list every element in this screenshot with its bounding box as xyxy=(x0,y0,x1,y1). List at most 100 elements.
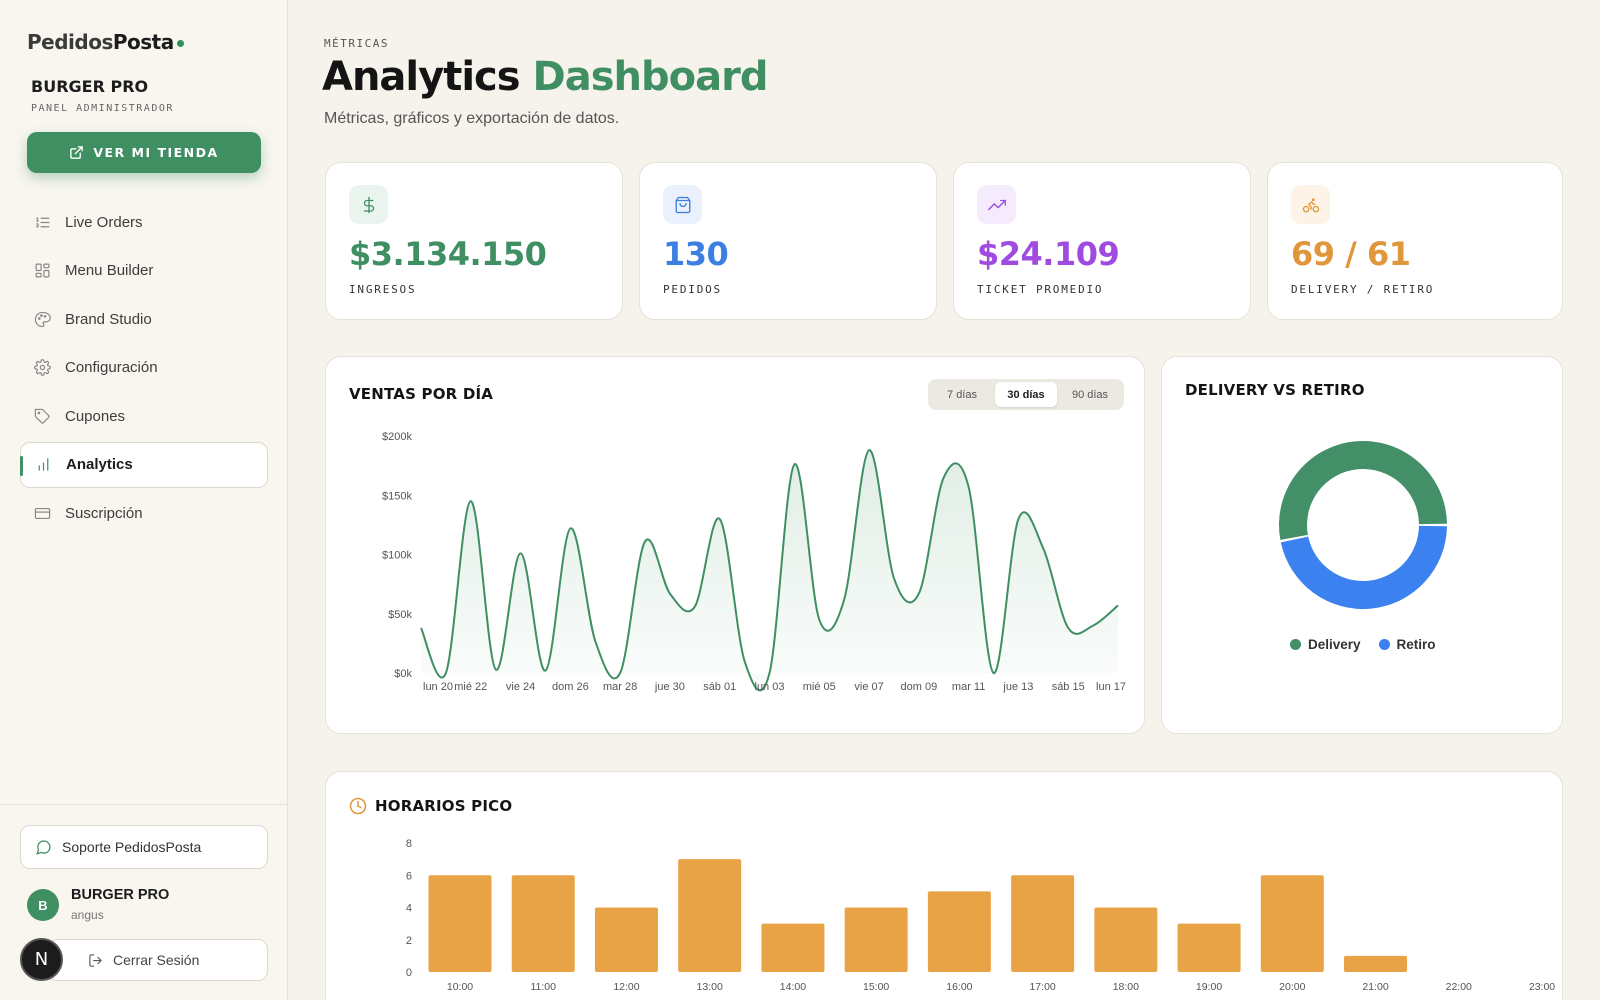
x-tick-label: dom 09 xyxy=(901,681,938,693)
kpi-value: $24.109 xyxy=(977,235,1120,273)
grid-icon xyxy=(35,263,50,278)
legend-swatch xyxy=(1378,639,1390,650)
range-option-90[interactable]: 90 días xyxy=(1071,388,1109,401)
bar-chart-icon xyxy=(38,458,49,471)
sidebar-item-live-orders[interactable]: Live Orders xyxy=(20,199,268,245)
delivery-chart-card: DELIVERY VS RETIRO Delivery Retiro xyxy=(1161,356,1563,734)
x-tick-label: 21:00 xyxy=(1362,981,1388,993)
sales-area xyxy=(421,450,1118,691)
sales-line-chart: $0k $50k $100k $150k $200k lun 20 mié 22 vie 24… xyxy=(382,431,1126,693)
sidebar-item-label: Suscripción xyxy=(65,504,143,522)
sidebar-item-label: Configuración xyxy=(65,359,158,376)
y-tick-label: $50k xyxy=(388,609,412,621)
logo[interactable]: PedidosPosta xyxy=(27,30,184,54)
peak-bar xyxy=(511,875,575,972)
peak-hours-bar-chart: 0 2 4 6 8 10:00 11:00 12:00 13:00 14:00 15:00 16:00… xyxy=(406,838,1555,993)
y-tick-label: 2 xyxy=(406,935,412,947)
kpi-label: PEDIDOS xyxy=(663,283,722,296)
sidebar-item-label: Cupones xyxy=(65,407,126,425)
sidebar-item-menu-builder[interactable]: Menu Builder xyxy=(20,248,268,294)
x-tick-label: 19:00 xyxy=(1196,981,1222,993)
x-tick-label: mié 22 xyxy=(454,681,487,693)
clock-icon xyxy=(349,797,367,815)
kpi-label: DELIVERY / RETIRO xyxy=(1291,283,1435,296)
legend-item-delivery: Delivery xyxy=(1290,637,1361,652)
x-tick-label: sáb 01 xyxy=(703,681,736,693)
x-tick-label: 23:00 xyxy=(1529,981,1555,993)
kpi-value: 69 / 61 xyxy=(1291,235,1411,273)
legend-label: Delivery xyxy=(1308,637,1361,652)
kpi-card-ticket: $24.109 TICKET PROMEDIO xyxy=(953,162,1251,320)
logo-dot-icon xyxy=(176,40,184,47)
tag-icon xyxy=(34,408,50,424)
y-tick-label: $0k xyxy=(394,668,412,680)
page-title: Analytics Dashboard xyxy=(322,54,768,100)
page-eyebrow: MÉTRICAS xyxy=(324,37,389,50)
y-tick-label: $200k xyxy=(382,431,412,443)
y-tick-label: 8 xyxy=(406,838,412,850)
x-tick-label: mar 11 xyxy=(952,681,985,693)
x-tick-label: vie 24 xyxy=(506,681,535,693)
external-link-icon xyxy=(70,146,84,159)
x-tick-label: 18:00 xyxy=(1113,981,1139,993)
y-tick-label: 0 xyxy=(406,967,412,979)
peak-bar xyxy=(1011,875,1075,972)
user-name: BURGER PRO xyxy=(71,887,170,903)
sales-chart-card: VENTAS POR DÍA 7 días 30 días 90 días $0… xyxy=(325,356,1145,734)
legend-label: Retiro xyxy=(1396,637,1436,652)
delivery-donut-chart xyxy=(1279,440,1447,609)
legend-item-retiro: Retiro xyxy=(1378,637,1436,652)
dev-tools-badge[interactable]: N xyxy=(20,938,63,981)
logout-button[interactable]: Cerrar Sesión xyxy=(47,939,268,981)
delivery-chart-title: DELIVERY VS RETIRO xyxy=(1185,381,1365,399)
gear-icon xyxy=(34,359,51,376)
range-option-7[interactable]: 7 días xyxy=(947,388,977,401)
x-tick-label: 14:00 xyxy=(780,981,806,993)
sidebar-item-analytics[interactable]: Analytics xyxy=(20,441,268,488)
x-tick-label: 11:00 xyxy=(530,981,556,993)
trending-up-icon xyxy=(977,185,1016,224)
range-selector: 7 días 30 días 90 días xyxy=(928,379,1124,410)
sidebar-item-suscripcion[interactable]: Suscripción xyxy=(20,490,268,536)
donut-slice-retiro xyxy=(1280,525,1447,609)
x-tick-label: 20:00 xyxy=(1279,981,1305,993)
kpi-value: 130 xyxy=(663,235,729,273)
sales-series-line xyxy=(420,449,1119,692)
kpi-value: $3.134.150 xyxy=(349,235,547,273)
sidebar-item-configuracion[interactable]: Configuración xyxy=(20,345,268,391)
x-tick-label: 12:00 xyxy=(613,981,639,993)
list-ordered-icon xyxy=(36,217,50,227)
peak-bar xyxy=(1344,955,1408,972)
x-tick-label: 15:00 xyxy=(863,981,889,993)
x-tick-label: lun 20 xyxy=(423,681,453,693)
dollar-icon xyxy=(349,185,388,224)
peak-bar xyxy=(927,891,991,972)
peak-bar xyxy=(844,907,908,972)
peak-bar xyxy=(1177,923,1241,972)
kpi-label: INGRESOS xyxy=(349,283,417,296)
page-subtitle: Métricas, gráficos y exportación de dato… xyxy=(324,110,620,127)
y-tick-label: $100k xyxy=(382,550,412,562)
support-label: Soporte PedidosPosta xyxy=(62,839,202,855)
support-button[interactable]: Soporte PedidosPosta xyxy=(20,825,268,869)
sidebar-item-label: Live Orders xyxy=(65,213,143,231)
peak-bar xyxy=(1260,875,1324,972)
sidebar-item-label: Brand Studio xyxy=(65,310,152,328)
x-tick-label: 17:00 xyxy=(1029,981,1055,993)
sidebar-item-cupones[interactable]: Cupones xyxy=(20,393,268,439)
logout-label: Cerrar Sesión xyxy=(113,952,200,968)
x-tick-label: sáb 15 xyxy=(1052,681,1085,693)
sidebar-item-brand-studio[interactable]: Brand Studio xyxy=(20,296,268,342)
range-option-30[interactable]: 30 días xyxy=(995,382,1057,407)
view-store-button[interactable]: VER MI TIENDA xyxy=(27,132,261,173)
x-tick-label: 16:00 xyxy=(946,981,972,993)
view-store-label: VER MI TIENDA xyxy=(93,145,219,160)
sales-chart-title: VENTAS POR DÍA xyxy=(349,385,494,403)
x-tick-label: 13:00 xyxy=(697,981,723,993)
peak-hours-card: HORARIOS PICO 0 2 4 6 8 10:00 11:00 12:00 13:00 1… xyxy=(325,771,1563,1000)
x-tick-label: 22:00 xyxy=(1446,981,1472,993)
logo-text-1: Pedidos xyxy=(27,30,113,54)
shopping-bag-icon xyxy=(663,185,702,224)
peak-bar xyxy=(678,859,742,972)
user-handle: angus xyxy=(71,908,104,922)
